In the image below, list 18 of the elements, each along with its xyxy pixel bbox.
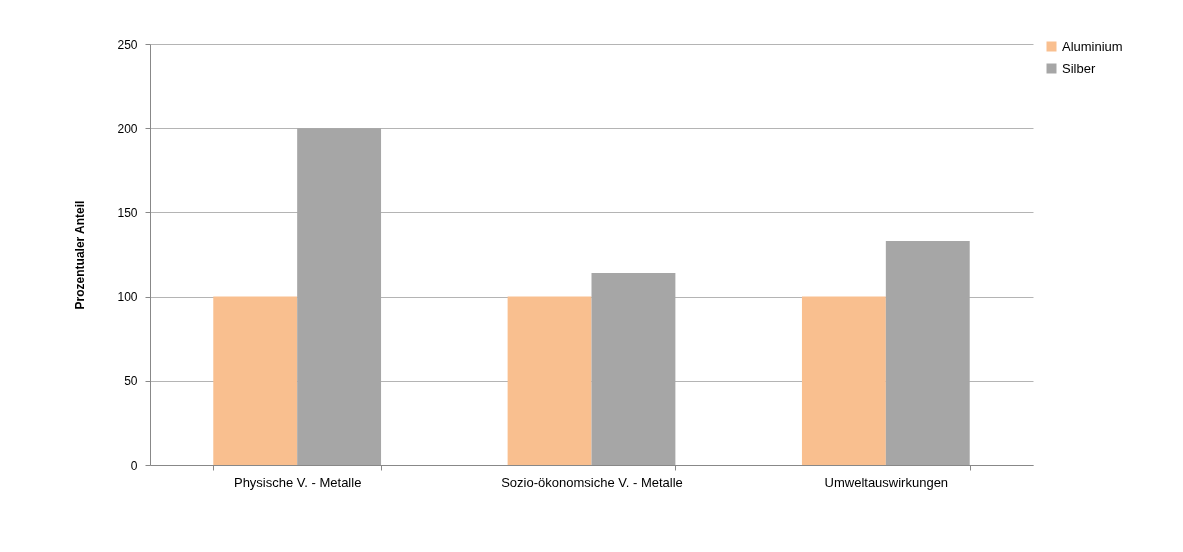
legend-label: Aluminium	[1062, 38, 1123, 54]
y-tick-label: 150	[117, 205, 138, 220]
bar	[591, 273, 676, 465]
x-tick-label: Sozio-ökonomsiche V. - Metalle	[501, 474, 683, 490]
bar	[801, 296, 886, 465]
bar	[507, 296, 592, 465]
y-tick-label: 250	[117, 37, 138, 52]
bar	[297, 128, 382, 465]
bar	[885, 241, 970, 465]
y-tick-label: 0	[130, 458, 138, 473]
y-axis-title: Prozentualer Anteil	[73, 200, 88, 310]
y-tick-label: 50	[124, 374, 138, 389]
x-tick-label: Physische V. - Metalle	[233, 474, 362, 490]
legend-label: Silber	[1062, 60, 1096, 76]
x-tick-label: Umweltauswirkungen	[824, 474, 949, 490]
y-tick-label: 100	[117, 290, 138, 305]
bar	[213, 296, 298, 465]
y-tick-label: 200	[117, 121, 138, 136]
